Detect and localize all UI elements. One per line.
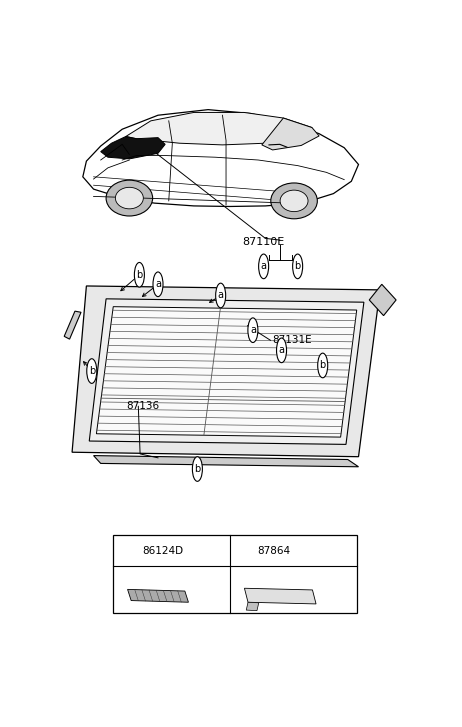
Polygon shape xyxy=(262,118,319,150)
Ellipse shape xyxy=(134,262,145,287)
Polygon shape xyxy=(101,137,165,159)
Text: b: b xyxy=(136,270,142,280)
Polygon shape xyxy=(126,113,312,145)
Polygon shape xyxy=(244,588,316,604)
Ellipse shape xyxy=(153,272,163,297)
Text: a: a xyxy=(128,546,134,555)
Ellipse shape xyxy=(126,540,135,561)
Polygon shape xyxy=(246,602,259,611)
Polygon shape xyxy=(83,110,359,206)
Ellipse shape xyxy=(271,183,317,219)
Text: b: b xyxy=(89,366,95,376)
Text: 87864: 87864 xyxy=(257,546,290,555)
Text: a: a xyxy=(279,345,285,356)
Text: 87110E: 87110E xyxy=(243,237,285,247)
Ellipse shape xyxy=(259,254,268,278)
Polygon shape xyxy=(72,286,380,457)
Text: 87136: 87136 xyxy=(126,401,159,411)
Ellipse shape xyxy=(280,190,308,212)
Ellipse shape xyxy=(192,457,202,481)
Ellipse shape xyxy=(116,188,143,209)
Ellipse shape xyxy=(318,353,328,378)
Polygon shape xyxy=(64,311,81,339)
Polygon shape xyxy=(89,299,364,444)
Text: b: b xyxy=(241,546,248,555)
Text: b: b xyxy=(294,262,301,271)
Text: 87131E: 87131E xyxy=(273,335,312,345)
Ellipse shape xyxy=(240,540,249,561)
Text: 86124D: 86124D xyxy=(143,546,184,555)
Text: a: a xyxy=(218,291,224,300)
Text: b: b xyxy=(194,464,201,474)
Ellipse shape xyxy=(277,338,286,363)
Polygon shape xyxy=(128,590,188,602)
Text: a: a xyxy=(261,262,267,271)
Text: b: b xyxy=(320,361,326,371)
Ellipse shape xyxy=(292,254,303,278)
Ellipse shape xyxy=(87,358,97,383)
Ellipse shape xyxy=(248,318,258,342)
Text: a: a xyxy=(250,325,256,335)
Text: a: a xyxy=(155,279,161,289)
FancyBboxPatch shape xyxy=(113,535,357,614)
Polygon shape xyxy=(369,284,396,316)
Ellipse shape xyxy=(216,284,225,308)
Ellipse shape xyxy=(106,180,152,216)
Polygon shape xyxy=(97,307,357,437)
Polygon shape xyxy=(93,456,359,467)
